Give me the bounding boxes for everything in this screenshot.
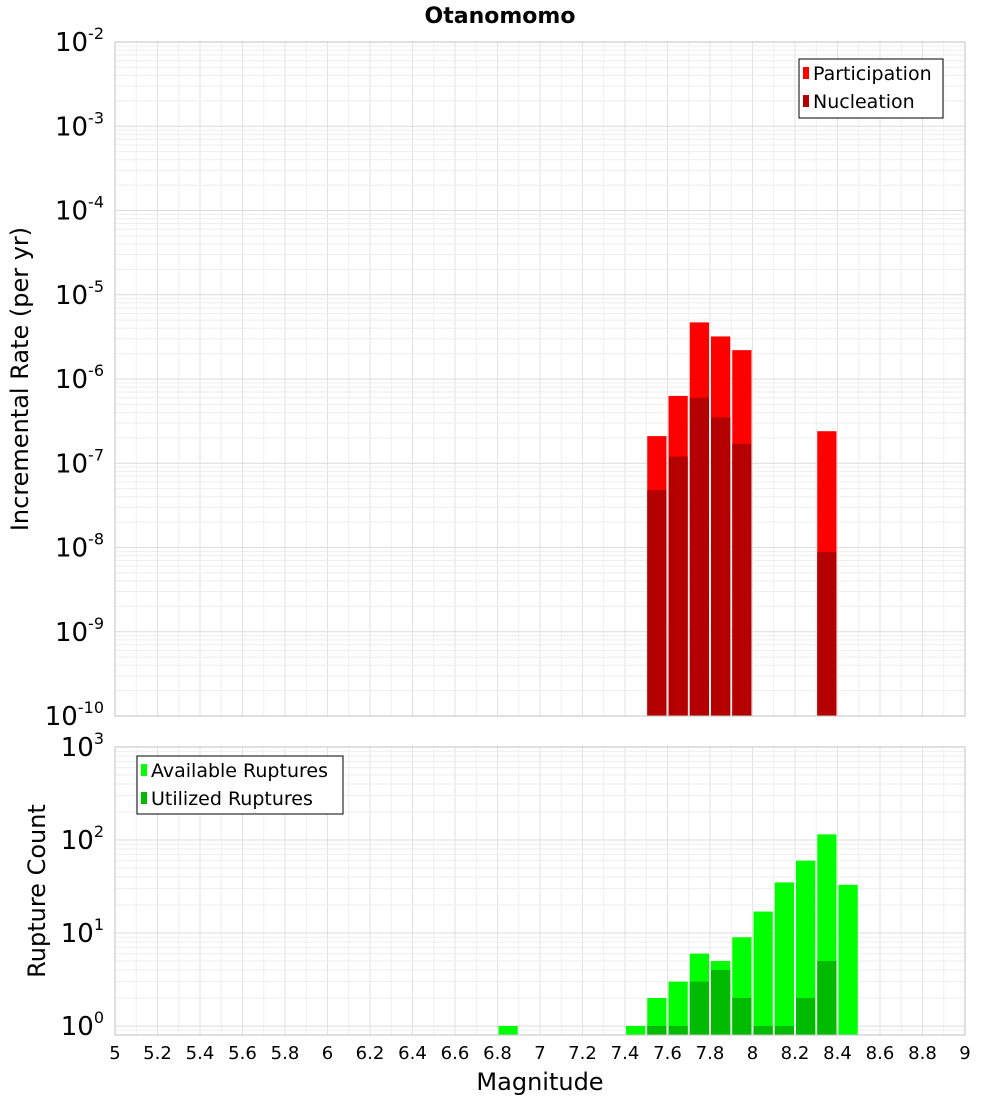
x-axis-label: Magnitude (476, 1068, 603, 1096)
count-bar-primary (774, 882, 794, 1035)
count-y-tick-label: 102 (61, 822, 104, 856)
count-bar-secondary (711, 969, 731, 1035)
count-bar-primary (838, 884, 858, 1035)
count-bar-primary (753, 911, 773, 1035)
count-y-tick-label: 100 (61, 1008, 104, 1042)
x-tick-label: 6.8 (483, 1043, 512, 1064)
x-tick-label: 8.8 (908, 1043, 937, 1064)
x-ticks: 5 5.2 5.4 5.6 5.8 6 6.2 6.4 6.6 6.8 7 7.2 7.4 7.6 7.8 8… (109, 1043, 970, 1064)
rate-y-tick-label: 10-7 (55, 445, 104, 479)
count-y-axis-label: Rupture Count (23, 804, 51, 978)
count-bar-secondary (774, 1025, 794, 1035)
utilized-legend-swatch (141, 792, 147, 804)
rate-y-tick-label: 10-4 (55, 193, 104, 227)
rate-panel: 10-10 10-9 10-8 10-7 10-6 10-5 10-4 10-3 10-2 In… (6, 24, 966, 732)
x-tick-label: 7 (534, 1043, 545, 1064)
count-y-tick-label: 103 (61, 729, 104, 763)
rate-y-tick-label: 10-10 (45, 698, 104, 732)
x-tick-label: 8.2 (781, 1043, 810, 1064)
x-tick-label: 7.8 (696, 1043, 725, 1064)
x-tick-label: 8.4 (823, 1043, 852, 1064)
chart-title: Otanomomo (425, 4, 576, 29)
rate-y-ticks: 10-10 10-9 10-8 10-7 10-6 10-5 10-4 10-3 10-2 (45, 24, 104, 732)
x-tick-label: 5.4 (186, 1043, 215, 1064)
count-bar-secondary (647, 1025, 667, 1035)
count-bar-secondary (753, 1025, 773, 1035)
x-tick-label: 7.6 (653, 1043, 682, 1064)
rate-y-tick-label: 10-2 (55, 24, 104, 58)
nucleation-legend-swatch (803, 95, 809, 107)
count-bar-secondary (817, 960, 837, 1035)
rate-bar-secondary (668, 456, 688, 716)
count-bar-primary (626, 1025, 646, 1035)
rate-y-tick-label: 10-5 (55, 277, 104, 311)
count-legend-box (136, 755, 344, 815)
available-legend-swatch (141, 764, 147, 776)
x-tick-label: 6.4 (398, 1043, 427, 1064)
rate-legend: Participation Nucleation (798, 58, 944, 119)
rate-grid (114, 41, 966, 717)
count-plot-frame (114, 746, 966, 1036)
x-tick-label: 6.2 (356, 1043, 385, 1064)
count-panel: 100 101 102 103 Rupture Count Available Rup… (23, 729, 966, 1042)
rate-bar-secondary (647, 490, 667, 716)
count-bar-secondary (668, 1025, 688, 1035)
participation-legend-swatch (803, 67, 809, 79)
x-tick-label: 7.4 (611, 1043, 640, 1064)
rate-bars (647, 322, 837, 716)
count-bars (498, 834, 858, 1035)
x-tick-label: 8 (747, 1043, 758, 1064)
x-tick-label: 6 (322, 1043, 333, 1064)
participation-legend-label: Participation (813, 63, 932, 85)
x-tick-label: 5.6 (228, 1043, 257, 1064)
x-tick-label: 5.8 (271, 1043, 300, 1064)
count-bar-primary (668, 981, 688, 1035)
utilized-legend-label: Utilized Ruptures (151, 788, 313, 810)
rate-bar-secondary (689, 397, 709, 716)
count-y-tick-label: 101 (61, 915, 104, 949)
count-legend: Available Ruptures Utilized Ruptures (136, 755, 344, 815)
x-tick-label: 5 (109, 1043, 120, 1064)
count-bar-secondary (796, 997, 816, 1035)
nucleation-legend-label: Nucleation (813, 91, 915, 113)
count-bar-secondary (732, 997, 752, 1035)
count-bar-primary (498, 1025, 518, 1035)
rate-plot-frame (114, 41, 966, 717)
rate-y-tick-label: 10-9 (55, 614, 104, 648)
x-tick-label: 9 (959, 1043, 970, 1064)
x-tick-label: 6.6 (441, 1043, 470, 1064)
rate-bar-secondary (732, 443, 752, 716)
count-y-ticks: 100 101 102 103 (61, 729, 104, 1042)
rate-y-axis-label: Incremental Rate (per yr) (6, 227, 34, 531)
x-tick-label: 8.6 (866, 1043, 895, 1064)
rate-y-tick-label: 10-3 (55, 108, 104, 142)
count-bar-secondary (689, 981, 709, 1035)
count-bar-primary (796, 860, 816, 1035)
rate-y-tick-label: 10-8 (55, 530, 104, 564)
rate-y-tick-label: 10-6 (55, 361, 104, 395)
rate-bar-secondary (817, 552, 837, 716)
x-tick-label: 7.2 (568, 1043, 597, 1064)
count-bar-primary (647, 997, 667, 1035)
rate-bar-secondary (711, 417, 731, 716)
x-tick-label: 5.2 (143, 1043, 172, 1064)
rate-legend-box (798, 58, 944, 119)
available-legend-label: Available Ruptures (151, 760, 328, 782)
